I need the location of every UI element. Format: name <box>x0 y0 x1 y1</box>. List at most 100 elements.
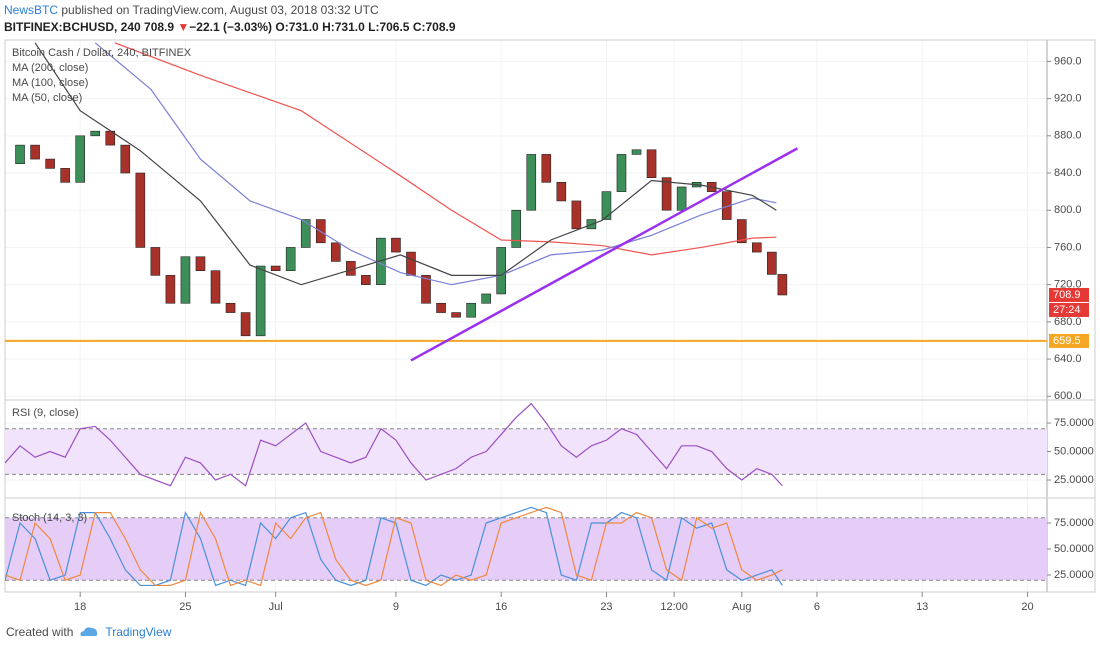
candle <box>767 251 777 275</box>
candle <box>240 312 251 337</box>
ohlc: L:706.5 <box>368 20 410 34</box>
x-tick-label: Aug <box>732 601 752 613</box>
candle <box>676 186 687 211</box>
y-tick-label: 800.0 <box>1054 204 1082 216</box>
candle <box>556 182 567 202</box>
x-tick-label: 23 <box>600 601 612 613</box>
legend-entry: MA (50, close) <box>12 92 82 104</box>
y-tick-label: 50.0000 <box>1054 543 1094 555</box>
candle <box>90 130 101 137</box>
ohlc: H:731.0 <box>322 20 365 34</box>
symbol-line: BITFINEX:BCHUSD, 240 708.9 ▼−22.1 (−3.03… <box>4 19 456 36</box>
y-tick-label: 50.0000 <box>1054 445 1094 457</box>
plot <box>5 402 783 487</box>
price-label: 708.9 <box>1053 289 1081 301</box>
plot <box>15 42 788 337</box>
x-tick-label: 25 <box>179 601 191 613</box>
series-line <box>5 402 783 487</box>
price-label: 659.5 <box>1053 335 1081 347</box>
y-tick-label: 760.0 <box>1054 241 1082 253</box>
last: 708.9 <box>144 20 175 34</box>
candle <box>300 219 311 248</box>
ohlc: C:708.9 <box>412 20 456 34</box>
candle <box>330 242 341 262</box>
candle <box>526 154 537 211</box>
candle <box>451 312 461 318</box>
legend-entry: MA (200, close) <box>12 62 88 74</box>
candle <box>150 247 161 276</box>
candle <box>661 177 672 211</box>
candle <box>15 144 25 165</box>
candle <box>541 154 552 183</box>
candle <box>601 191 612 220</box>
x-tick-label: 9 <box>393 601 399 613</box>
author[interactable]: NewsBTC <box>4 3 59 17</box>
publish-line: NewsBTC published on TradingView.com, Au… <box>4 2 456 19</box>
plot <box>5 506 783 587</box>
published: published on TradingView.com, August 03,… <box>61 3 379 17</box>
candle <box>255 265 266 337</box>
series-line <box>34 42 777 286</box>
candle <box>270 265 281 271</box>
candle <box>777 274 788 296</box>
x-tick-label: 13 <box>916 601 928 613</box>
series-line <box>94 42 777 286</box>
y-tick-label: 920.0 <box>1054 93 1082 105</box>
candle <box>496 247 506 295</box>
candle <box>75 135 85 183</box>
y-tick-label: 680.0 <box>1054 316 1082 328</box>
y-tick-label: 640.0 <box>1054 353 1082 365</box>
candle <box>165 275 176 304</box>
candle <box>30 144 40 160</box>
y-tick-label: 25.0000 <box>1054 569 1094 581</box>
created: Created with <box>6 625 74 639</box>
symbol: BITFINEX:BCHUSD, 240 <box>4 20 141 34</box>
y-tick-label: 75.0000 <box>1054 417 1094 429</box>
legend-entry: MA (100, close) <box>12 77 88 89</box>
candle <box>616 154 627 192</box>
y-tick-label: 880.0 <box>1054 130 1082 142</box>
brand[interactable]: TradingView <box>105 625 172 639</box>
chart: 600.0 640.0 680.0 720.0 760.0 800.0 840.0 880.0… <box>4 39 1096 613</box>
footer: Created with TradingView <box>6 625 171 639</box>
frame <box>4 39 1096 593</box>
pane-title: RSI (9, close) <box>12 407 79 419</box>
y-tick-label: 960.0 <box>1054 55 1082 67</box>
x-tick-label: 18 <box>74 601 86 613</box>
arrow: ▼ <box>177 20 190 34</box>
candle <box>180 256 191 304</box>
change: −22.1 (−3.03%) <box>189 20 273 34</box>
price-box <box>1049 333 1089 348</box>
header: NewsBTC published on TradingView.com, Au… <box>4 2 456 36</box>
logo <box>80 627 98 636</box>
y-tick-label: 25.0000 <box>1054 474 1094 486</box>
candle <box>45 158 55 169</box>
price-box <box>1049 287 1089 302</box>
candle <box>511 209 522 248</box>
candle <box>421 275 431 304</box>
candle <box>285 247 296 271</box>
x-tick-label: 20 <box>1021 601 1033 613</box>
candle <box>391 237 401 253</box>
y-tick-label: 75.0000 <box>1054 517 1094 529</box>
y-tick-label: 600.0 <box>1054 390 1082 402</box>
candle <box>135 172 146 248</box>
band <box>5 428 1047 475</box>
series-line <box>114 42 777 256</box>
series-line <box>5 506 783 587</box>
x-tick-label: Jul <box>269 601 283 613</box>
candle <box>120 144 131 174</box>
candle <box>210 270 221 304</box>
countdown-box <box>1049 302 1089 317</box>
x-tick-label: 6 <box>814 601 820 613</box>
candle <box>646 149 657 178</box>
candle <box>225 302 236 313</box>
ohlc: O:731.0 <box>275 20 319 34</box>
trend-line <box>410 147 799 362</box>
candle <box>361 275 371 285</box>
candle <box>195 256 206 271</box>
candle <box>736 219 747 244</box>
band <box>5 517 1047 581</box>
candle <box>406 251 416 276</box>
